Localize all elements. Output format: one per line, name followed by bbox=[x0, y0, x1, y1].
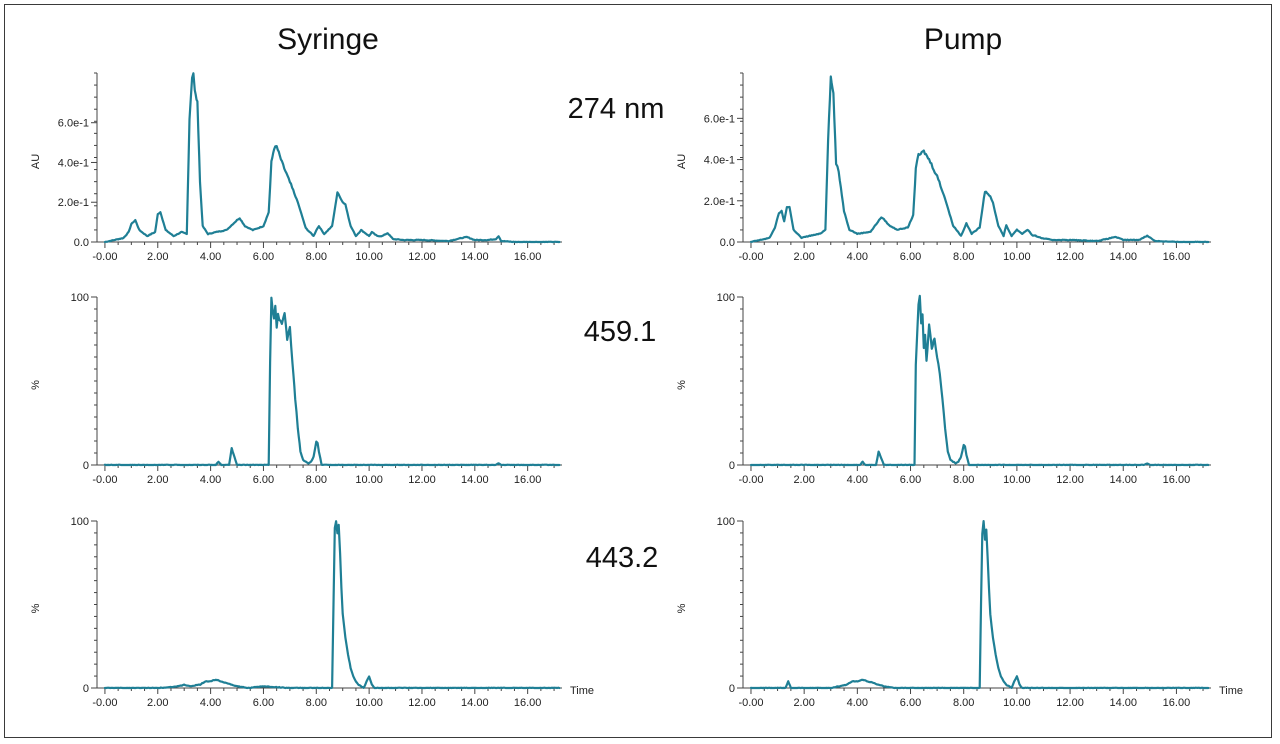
x-tick-label: 10.00 bbox=[1003, 697, 1031, 709]
x-tick-label: 12.00 bbox=[1056, 251, 1084, 263]
x-tick-label: 2.00 bbox=[793, 697, 814, 709]
x-tick-label: 4.00 bbox=[200, 251, 221, 263]
x-tick-label: 14.00 bbox=[1109, 697, 1137, 709]
x-tick-label: 4.00 bbox=[200, 474, 221, 486]
column-title-syringe: Syringe bbox=[277, 23, 379, 56]
y-tick-label: 100 bbox=[717, 516, 735, 528]
x-tick-label: 8.00 bbox=[953, 697, 974, 709]
x-tick-label: 4.00 bbox=[200, 697, 221, 709]
x-tick-label: 12.00 bbox=[408, 697, 436, 709]
x-tick-label: 12.00 bbox=[408, 251, 436, 263]
panel-syringe-443: 0 100% -0.00 2.00 4.00 6.00 8.00 10.00 12.00 14.0… bbox=[30, 516, 594, 709]
row-label-274nm: 274 nm bbox=[568, 93, 665, 125]
panel-syringe-274nm: 0.0 2.0e-1 4.0e-1 6.0e-1 AU -0.00 2.00 4.00 6.00… bbox=[30, 72, 562, 263]
y-axis-label: % bbox=[676, 380, 688, 390]
x-tick-label: 10.00 bbox=[355, 697, 383, 709]
x-tick-label: 16.00 bbox=[1163, 474, 1191, 486]
x-tick-label: 12.00 bbox=[1056, 474, 1084, 486]
y-tick-label: 0.0 bbox=[720, 237, 735, 249]
x-tick-label: 2.00 bbox=[147, 474, 168, 486]
y-tick-label: 0 bbox=[729, 460, 735, 472]
panel-pump-459: 0 100% -0.00 2.00 4.00 6.00 8.00 10.00 12.00 14.0… bbox=[676, 292, 1211, 486]
y-tick-label: 100 bbox=[71, 292, 89, 304]
trace-line bbox=[749, 75, 1210, 244]
x-tick-label: 4.00 bbox=[847, 251, 868, 263]
x-tick-label: 4.00 bbox=[847, 474, 868, 486]
x-tick-label: -0.00 bbox=[92, 251, 117, 263]
y-tick-label: 0 bbox=[729, 683, 735, 695]
x-tick-label: 8.00 bbox=[306, 251, 327, 263]
x-tick-label: 2.00 bbox=[793, 474, 814, 486]
x-tick-label: 6.00 bbox=[253, 697, 274, 709]
x-tick-label: 10.00 bbox=[1003, 251, 1031, 263]
x-tick-label: 16.00 bbox=[514, 251, 542, 263]
x-tick-label: 6.00 bbox=[900, 697, 921, 709]
x-tick-label: 8.00 bbox=[953, 474, 974, 486]
x-tick-label: 6.00 bbox=[253, 474, 274, 486]
x-tick-label: 16.00 bbox=[514, 474, 542, 486]
x-tick-label: 14.00 bbox=[461, 251, 489, 263]
row-label-459: 459.1 bbox=[584, 316, 657, 348]
x-tick-label: 6.00 bbox=[253, 251, 274, 263]
panel-pump-274nm: 0.0 2.0e-1 4.0e-1 6.0e-1 AU -0.00 2.00 4.00 6.00… bbox=[676, 72, 1211, 263]
y-tick-label: 4.0e-1 bbox=[58, 157, 89, 169]
y-axis-label: AU bbox=[676, 154, 688, 169]
chromatogram-grid: Syringe Pump 274 nm 459.1 443.2 0.0 2.0e-… bbox=[30, 23, 1243, 709]
x-tick-label: 4.00 bbox=[847, 697, 868, 709]
y-tick-label: 6.0e-1 bbox=[704, 113, 735, 125]
y-tick-label: 2.0e-1 bbox=[704, 196, 735, 208]
y-axis-label: % bbox=[676, 603, 688, 613]
x-tick-label: -0.00 bbox=[92, 697, 117, 709]
x-tick-label: 10.00 bbox=[1003, 474, 1031, 486]
x-tick-label: 14.00 bbox=[461, 474, 489, 486]
x-tick-label: 16.00 bbox=[514, 697, 542, 709]
x-tick-label: 12.00 bbox=[408, 474, 436, 486]
x-tick-label: -0.00 bbox=[738, 251, 763, 263]
x-tick-label: 8.00 bbox=[953, 251, 974, 263]
y-tick-label: 0 bbox=[83, 460, 89, 472]
y-tick-label: 2.0e-1 bbox=[58, 197, 89, 209]
y-tick-label: 100 bbox=[71, 516, 89, 528]
x-tick-label: 2.00 bbox=[147, 251, 168, 263]
row-label-443: 443.2 bbox=[586, 542, 659, 574]
y-axis-label: AU bbox=[30, 154, 42, 169]
y-axis-label: % bbox=[30, 603, 42, 613]
x-tick-label: 14.00 bbox=[1109, 474, 1137, 486]
x-tick-label: 10.00 bbox=[355, 474, 383, 486]
x-tick-label: 16.00 bbox=[1163, 697, 1191, 709]
x-tick-label: -0.00 bbox=[738, 474, 763, 486]
x-tick-label: -0.00 bbox=[738, 697, 763, 709]
x-tick-label: 2.00 bbox=[793, 251, 814, 263]
x-tick-label: 2.00 bbox=[147, 697, 168, 709]
y-axis-label: % bbox=[30, 380, 42, 390]
trace-line bbox=[749, 294, 1210, 467]
x-tick-label: 6.00 bbox=[900, 474, 921, 486]
column-title-pump: Pump bbox=[924, 23, 1002, 56]
x-tick-label: 14.00 bbox=[461, 697, 489, 709]
y-tick-label: 6.0e-1 bbox=[58, 118, 89, 130]
x-tick-label: 12.00 bbox=[1056, 697, 1084, 709]
y-tick-label: 100 bbox=[717, 292, 735, 304]
x-tick-label: 8.00 bbox=[306, 474, 327, 486]
trace-line bbox=[103, 72, 561, 244]
x-tick-label: 6.00 bbox=[900, 251, 921, 263]
figure-frame: Syringe Pump 274 nm 459.1 443.2 0.0 2.0e-… bbox=[4, 4, 1272, 738]
y-tick-label: 0 bbox=[83, 683, 89, 695]
trace-line bbox=[103, 520, 561, 690]
x-tick-label: 10.00 bbox=[355, 251, 383, 263]
y-tick-label: 4.0e-1 bbox=[704, 155, 735, 167]
x-tick-label: 14.00 bbox=[1109, 251, 1137, 263]
x-axis-label: Time bbox=[570, 685, 594, 697]
panel-pump-443: 0 100% -0.00 2.00 4.00 6.00 8.00 10.00 12.00 14.0… bbox=[676, 516, 1243, 709]
panel-syringe-459: 0 100% -0.00 2.00 4.00 6.00 8.00 10.00 12.00 14.0… bbox=[30, 292, 562, 486]
trace-line bbox=[103, 296, 561, 467]
x-tick-label: 8.00 bbox=[306, 697, 327, 709]
x-tick-label: 16.00 bbox=[1163, 251, 1191, 263]
x-axis-label: Time bbox=[1219, 685, 1243, 697]
x-tick-label: -0.00 bbox=[92, 474, 117, 486]
trace-line bbox=[749, 519, 1210, 690]
y-tick-label: 0.0 bbox=[74, 237, 89, 249]
